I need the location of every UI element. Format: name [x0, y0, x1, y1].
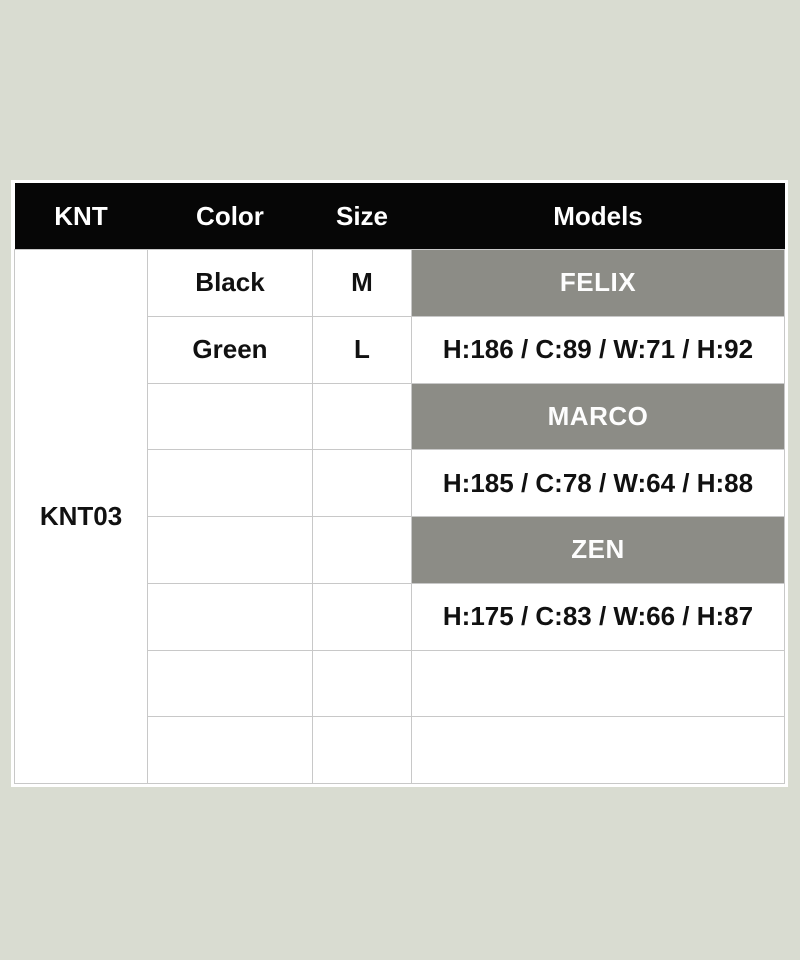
model-measurements-cell: H:185 / C:78 / W:64 / H:88	[411, 449, 785, 517]
model-measurements-cell: H:175 / C:83 / W:66 / H:87	[411, 582, 785, 651]
header-cell-knt: KNT	[14, 183, 148, 250]
header-cell-size: Size	[312, 183, 412, 250]
size-chart-sheet: KNT Color Size Models KNT03 Black M FELI…	[11, 180, 788, 787]
size-cell	[312, 449, 412, 517]
size-cell	[312, 516, 412, 584]
color-cell	[147, 716, 313, 784]
model-empty-cell	[411, 649, 785, 718]
model-measurements-cell: H:186 / C:89 / W:71 / H:92	[411, 315, 785, 384]
size-cell: L	[312, 315, 412, 384]
header-cell-color: Color	[147, 183, 313, 250]
table-row	[15, 716, 785, 784]
table-row: H:185 / C:78 / W:64 / H:88	[15, 449, 785, 517]
color-cell	[147, 649, 313, 718]
table-row	[15, 649, 785, 718]
model-name-cell: ZEN	[411, 516, 785, 584]
model-empty-cell	[411, 716, 785, 784]
table-row: MARCO	[15, 382, 785, 451]
size-cell: M	[312, 249, 412, 317]
header-row: KNT Color Size Models	[14, 183, 785, 250]
size-cell	[312, 649, 412, 718]
product-code-cell: KNT03	[14, 249, 148, 784]
size-cell	[312, 382, 412, 451]
size-cell	[312, 716, 412, 784]
table-row: KNT03 Black M FELIX	[14, 249, 785, 784]
size-chart-header: KNT Color Size Models	[14, 183, 785, 250]
color-cell: Green	[147, 315, 313, 384]
size-chart-body: KNT03 Black M FELIX Green L H:186 / C:89…	[14, 249, 785, 784]
model-name-cell: MARCO	[411, 382, 785, 451]
color-cell	[147, 516, 313, 584]
size-cell	[312, 582, 412, 651]
header-cell-models: Models	[411, 183, 785, 250]
size-chart-table: KNT Color Size Models KNT03 Black M FELI…	[14, 183, 785, 784]
color-cell	[147, 582, 313, 651]
table-row: Green L H:186 / C:89 / W:71 / H:92	[15, 315, 785, 384]
color-cell: Black	[147, 249, 313, 317]
color-cell	[147, 382, 313, 451]
color-cell	[147, 449, 313, 517]
model-name-cell: FELIX	[411, 249, 785, 317]
